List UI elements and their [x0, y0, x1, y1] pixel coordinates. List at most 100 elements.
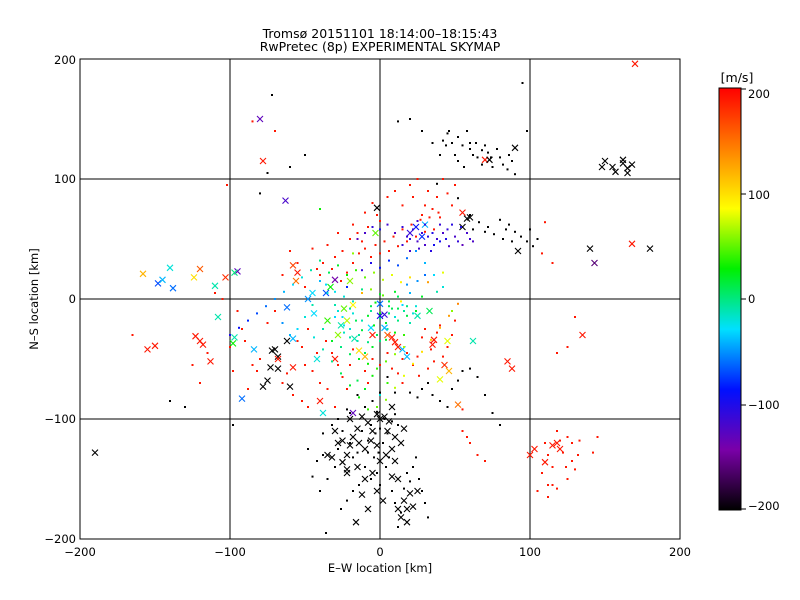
- data-point-dot: [565, 466, 567, 468]
- data-point-x: [418, 233, 426, 240]
- data-point-dot: [412, 466, 414, 468]
- data-point-x: [340, 305, 348, 312]
- data-point-dot: [356, 451, 359, 454]
- data-point-dot: [427, 367, 429, 370]
- data-point-dot: [403, 346, 405, 348]
- data-point-dot: [514, 173, 516, 176]
- data-point-dot: [416, 280, 419, 282]
- data-point-dot: [346, 286, 348, 288]
- data-point-dot: [391, 274, 393, 276]
- data-point-dot: [356, 232, 359, 234]
- data-point-dot: [386, 352, 389, 354]
- data-point-dot: [457, 197, 459, 200]
- data-point-dot: [311, 370, 314, 372]
- data-point-dot: [461, 408, 464, 411]
- data-point-dot: [337, 418, 339, 420]
- data-point-dot: [484, 144, 486, 147]
- data-point-dot: [556, 487, 558, 490]
- data-point-dot: [406, 314, 408, 317]
- data-point-x: [354, 463, 361, 471]
- data-point-dot: [382, 294, 384, 297]
- colorbar-tick-label-0: 0: [748, 292, 755, 306]
- data-point-dot: [281, 274, 284, 276]
- data-point-dot: [361, 430, 363, 432]
- colorbar-unit-label: [m/s]: [721, 70, 754, 85]
- data-point-x: [358, 413, 366, 420]
- data-point-dot: [439, 400, 441, 402]
- data-point-x: [391, 338, 399, 346]
- data-point-dot: [394, 316, 396, 318]
- data-point-x: [466, 214, 474, 221]
- data-point-dot: [469, 442, 471, 444]
- data-point-dot: [431, 142, 434, 144]
- data-point-dot: [476, 454, 479, 456]
- data-point-x: [331, 276, 339, 284]
- data-point-dot: [349, 238, 351, 240]
- data-point-dot: [433, 244, 435, 246]
- data-point-dot: [301, 400, 303, 402]
- data-point-x: [414, 487, 421, 495]
- data-point-dot: [571, 460, 573, 462]
- data-point-dot: [469, 142, 471, 144]
- data-point-dot: [325, 532, 327, 534]
- data-point-x: [612, 168, 619, 176]
- data-point-dot: [229, 346, 231, 348]
- data-point-x: [169, 284, 177, 292]
- data-point-dot: [556, 352, 558, 354]
- data-point-x: [283, 337, 291, 345]
- data-point-dot: [475, 142, 477, 144]
- data-point-dot: [556, 430, 558, 432]
- data-point-dot: [406, 257, 408, 260]
- data-point-dot: [421, 232, 423, 234]
- data-point-dot: [424, 262, 426, 264]
- data-point-x: [373, 487, 381, 495]
- data-point-dot: [406, 472, 408, 474]
- data-point-dot: [367, 341, 369, 344]
- data-point-dot: [374, 432, 377, 435]
- data-point-x: [459, 209, 466, 216]
- data-point-dot: [544, 221, 546, 224]
- data-point-x: [154, 280, 162, 287]
- data-point-dot: [385, 322, 387, 324]
- data-point-dot: [442, 178, 444, 180]
- data-point-dot: [437, 211, 440, 214]
- data-point-dot: [334, 256, 336, 258]
- data-point-dot: [374, 301, 377, 304]
- data-point-dot: [386, 223, 389, 226]
- data-point-x: [343, 469, 351, 477]
- data-point-dot: [388, 250, 390, 252]
- data-point-dot: [436, 331, 438, 334]
- data-point-dot: [379, 427, 381, 430]
- data-point-dot: [238, 326, 240, 329]
- data-point-dot: [364, 276, 366, 279]
- chart-subtitle: RwPretec (8p) EXPERIMENTAL SKYMAP: [260, 39, 501, 54]
- data-point-dot: [439, 154, 441, 156]
- data-point-x: [469, 337, 477, 345]
- data-point-dot: [346, 274, 348, 276]
- data-point-dot: [334, 316, 336, 318]
- data-point-x: [376, 457, 384, 465]
- y-tick-label-100: 100: [54, 172, 76, 186]
- data-point-dot: [388, 312, 390, 315]
- data-point-dot: [397, 526, 399, 528]
- data-point-dot: [448, 245, 450, 248]
- data-point-dot: [386, 328, 389, 330]
- data-point-dot: [349, 442, 351, 444]
- data-point-dot: [409, 184, 411, 186]
- data-point-dot: [376, 406, 378, 408]
- data-point-dot: [386, 196, 389, 198]
- data-point-dot: [322, 348, 324, 351]
- data-point-dot: [352, 262, 354, 264]
- data-point-dot: [319, 490, 321, 492]
- data-point-dot: [341, 430, 344, 432]
- data-point-dot: [371, 226, 374, 228]
- colorbar-tick-label--200: −200: [748, 499, 780, 513]
- data-point-dot: [418, 247, 420, 250]
- data-point-dot: [313, 336, 315, 339]
- data-point-dot: [379, 228, 381, 231]
- colorbar: [m/s] 200 100 0 −100 −200: [718, 70, 780, 513]
- data-point-dot: [391, 490, 393, 492]
- data-point-x: [310, 310, 318, 317]
- data-point-dot: [214, 292, 216, 294]
- data-point-dot: [361, 269, 363, 272]
